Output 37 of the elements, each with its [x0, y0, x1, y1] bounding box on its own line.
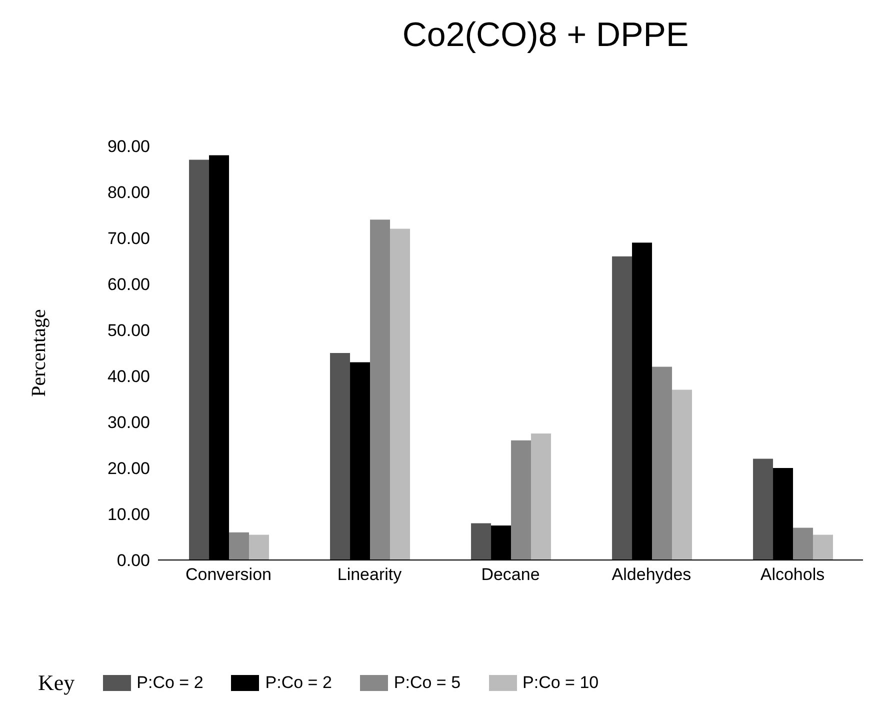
legend-label: P:Co = 5: [392, 673, 461, 693]
legend-title: Key: [38, 670, 75, 696]
chart-title: Co2(CO)8 + DPPE: [401, 15, 690, 56]
x-tick-label: Conversion: [186, 565, 272, 584]
y-tick-label: 50.00: [107, 321, 150, 340]
bar: [531, 434, 552, 560]
bar: [793, 528, 814, 560]
bar: [249, 534, 270, 560]
legend-label: P:Co = 2: [264, 673, 332, 693]
y-axis-title: Percentage: [28, 309, 50, 397]
y-tick-label: 10.00: [107, 505, 150, 524]
y-tick-label: 20.00: [107, 459, 150, 478]
bar: [189, 160, 210, 560]
bar: [229, 532, 250, 560]
y-tick-label: 90.00: [107, 137, 150, 156]
bar: [672, 390, 692, 560]
x-tick-label: Linearity: [337, 565, 402, 584]
y-tick-label: 80.00: [107, 183, 150, 202]
bar: [652, 366, 672, 560]
bar: [370, 220, 390, 560]
bar: [612, 256, 632, 560]
bar: [813, 534, 834, 560]
legend-label: P:Co = 10: [522, 673, 599, 693]
bar: [511, 440, 532, 560]
bar: [390, 228, 410, 560]
bar: [471, 523, 492, 560]
x-tick-label: Decane: [481, 565, 540, 584]
bar: [330, 353, 350, 560]
bar: [753, 458, 774, 560]
x-tick-label: Alcohols: [760, 565, 825, 584]
y-tick-label: 30.00: [107, 413, 150, 432]
y-tick-label: 60.00: [107, 275, 150, 294]
x-tick-label: Aldehydes: [612, 565, 692, 584]
y-tick-label: 0.00: [116, 551, 150, 570]
y-tick-label: 70.00: [107, 229, 150, 248]
y-tick-label: 40.00: [107, 367, 150, 386]
legend-label: P:Co = 2: [136, 673, 204, 693]
